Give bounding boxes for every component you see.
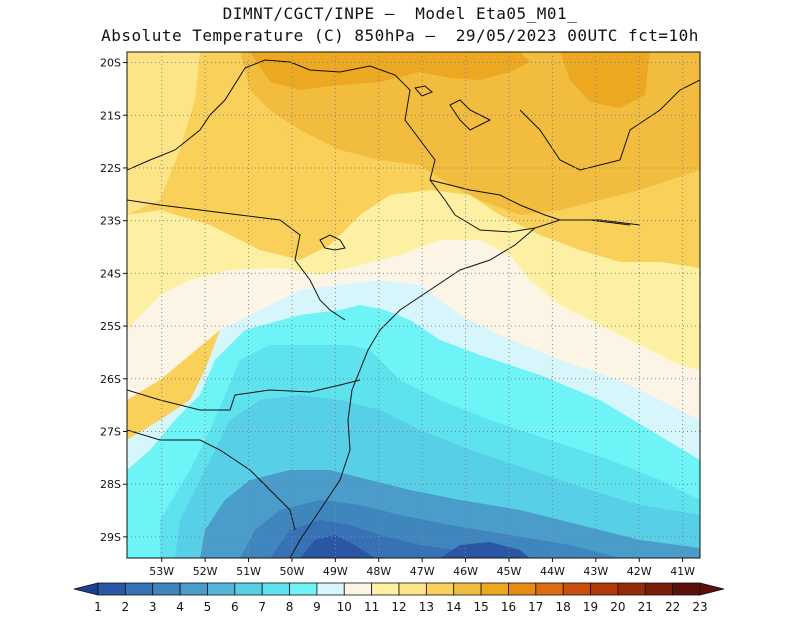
colorbar-swatch: [590, 582, 619, 596]
lat-label: 25S: [100, 320, 121, 333]
lon-label: 50W: [280, 565, 305, 578]
lat-label: 21S: [100, 109, 121, 122]
colorbar-swatch: [97, 582, 126, 596]
colorbar-swatch: [562, 582, 591, 596]
colorbar-swatch: [343, 582, 373, 596]
colorbar-label: 3: [149, 600, 157, 614]
colorbar-label: 21: [638, 600, 653, 614]
lon-label: 47W: [410, 565, 435, 578]
colorbar-label: 23: [692, 600, 707, 614]
lake-1: [449, 99, 492, 131]
colorbar-label: 20: [610, 600, 625, 614]
state-border-line-2: [127, 67, 246, 171]
colorbar-label: 10: [337, 600, 352, 614]
colorbar-swatch: [152, 582, 181, 596]
colorbar-swatch: [425, 582, 455, 596]
colorbar-swatch: [179, 582, 208, 596]
colorbar-label: 17: [528, 600, 543, 614]
field-t13: [127, 52, 200, 215]
colorbar-swatch: [371, 582, 400, 596]
lat-label: 20S: [100, 57, 121, 70]
field-t12: [127, 190, 700, 440]
colorbar-label: 19: [583, 600, 598, 614]
colorbar-swatch: [644, 582, 674, 596]
colorbar-label: 11: [364, 600, 379, 614]
lat-label: 28S: [100, 478, 121, 491]
lat-label: 22S: [100, 162, 121, 175]
field-t3b: [440, 542, 530, 558]
colorbar-swatch: [261, 582, 290, 596]
colorbar-swatch: [234, 582, 263, 596]
colorbar-label: 18: [556, 600, 571, 614]
colorbar-swatch: [289, 582, 318, 596]
lon-label: 45W: [497, 565, 522, 578]
colorbar-label: 6: [231, 600, 239, 614]
colorbar-label: 14: [446, 600, 461, 614]
lon-label: 48W: [366, 565, 391, 578]
state-border-line-1: [244, 59, 456, 216]
colorbar-swatch: [508, 582, 537, 596]
chart-title-line1: DIMNT/CGCT/INPE – Model Eta05_M01_: [222, 4, 578, 23]
colorbar-swatch: [398, 582, 427, 596]
lon-label: 51W: [236, 565, 261, 578]
field-t16: [250, 52, 530, 90]
colorbar-label: 8: [286, 600, 294, 614]
state-border-line-4: [519, 79, 700, 171]
chart-title-line2: Absolute Temperature (C) 850hPa – 29/05/…: [101, 26, 699, 45]
colorbar-label: 13: [419, 600, 434, 614]
colorbar-label: 2: [122, 600, 130, 614]
colorbar-label: 15: [473, 600, 488, 614]
lon-label: 49W: [323, 565, 348, 578]
colorbar-label: 1: [94, 600, 102, 614]
colorbar-label: 22: [665, 600, 680, 614]
lake-3: [414, 85, 433, 97]
lat-label: 29S: [100, 531, 121, 544]
lon-label: 46W: [453, 565, 478, 578]
lat-label: 23S: [100, 215, 121, 228]
lon-label: 44W: [540, 565, 565, 578]
colorbar-label: 12: [391, 600, 406, 614]
plot-frame: [126, 51, 701, 559]
field-t16b: [560, 52, 650, 108]
lat-label: 24S: [100, 267, 121, 280]
colorbar-swatch: [480, 582, 509, 596]
colorbar-label: 16: [501, 600, 516, 614]
colorbar-label: 4: [176, 600, 184, 614]
lon-label: 53W: [149, 565, 174, 578]
lat-label: 26S: [100, 373, 121, 386]
lon-label: 52W: [193, 565, 218, 578]
colorbar-swatch: [316, 582, 345, 596]
lake-2: [319, 234, 346, 251]
colorbar-swatch: [672, 582, 701, 596]
colorbar-arrow-left: [73, 582, 99, 596]
colorbar-swatch: [535, 582, 564, 596]
lon-label: 41W: [670, 565, 695, 578]
lon-label: 42W: [627, 565, 652, 578]
state-border-line-7: [127, 429, 296, 531]
colorbar-label: 5: [204, 600, 212, 614]
colorbar-arrow-right: [699, 582, 725, 596]
colorbar-label: 9: [313, 600, 321, 614]
colorbar-swatch: [617, 582, 646, 596]
lat-label: 27S: [100, 426, 121, 439]
state-border-line-3: [127, 199, 346, 321]
colorbar-swatch: [207, 582, 236, 596]
colorbar-swatch: [453, 582, 482, 596]
lon-label: 43W: [583, 565, 608, 578]
state-border-line-6: [127, 379, 361, 411]
colorbar-label: 7: [258, 600, 266, 614]
field-t11: [127, 240, 700, 450]
colorbar-swatch: [124, 582, 154, 596]
field-t3: [300, 535, 375, 558]
coastline: [289, 214, 641, 558]
